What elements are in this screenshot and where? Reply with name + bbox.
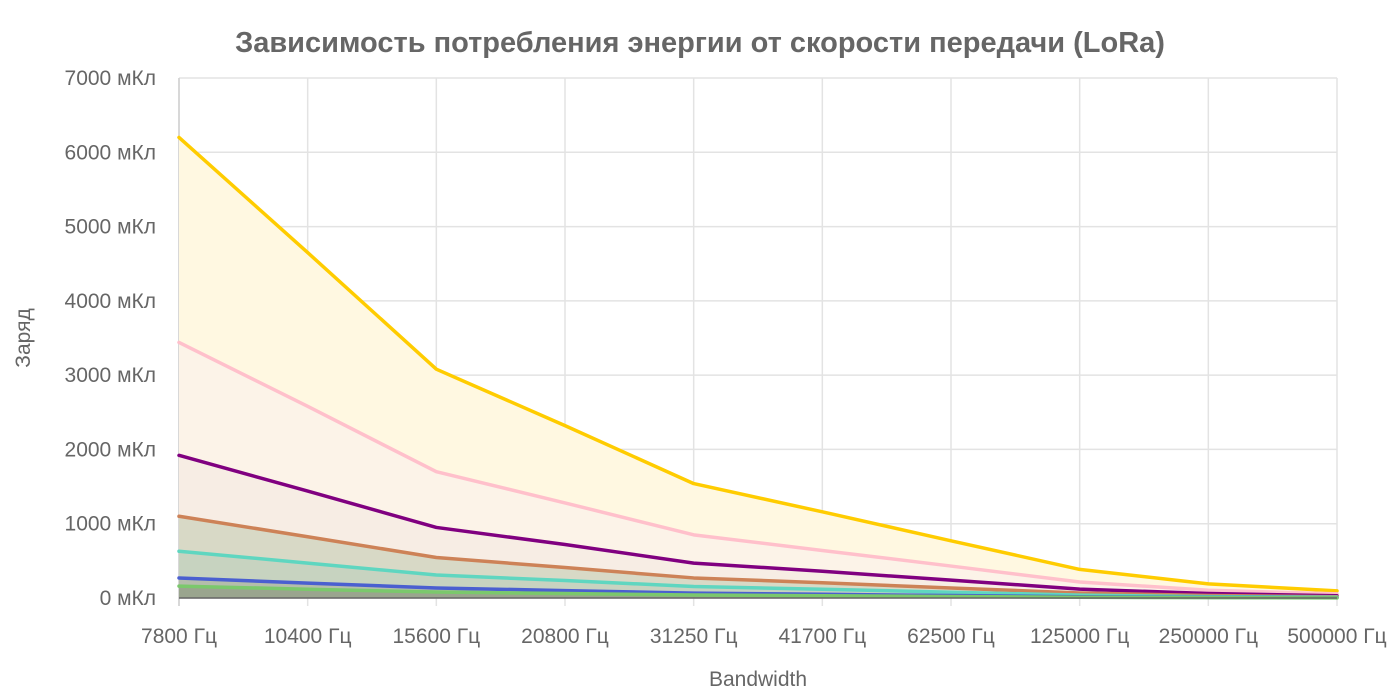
y-tick-label: 0 мКл xyxy=(100,587,156,610)
x-tick-label: 20800 Гц xyxy=(521,625,609,648)
x-tick-label: 7800 Гц xyxy=(141,625,217,648)
y-tick-label: 6000 мКл xyxy=(65,141,156,164)
series-line-2 xyxy=(177,340,1339,596)
x-tick-label: 62500 Гц xyxy=(907,625,995,648)
y-tick-label: 5000 мКл xyxy=(65,216,156,239)
y-axis-label: Заряд xyxy=(12,308,35,367)
y-tick-label: 4000 мКл xyxy=(65,290,156,313)
series-line-3 xyxy=(177,453,1339,598)
series-areas xyxy=(179,137,1337,598)
series-lines xyxy=(177,135,1339,600)
series-area-7 xyxy=(179,586,1337,598)
y-tick-label: 7000 мКл xyxy=(65,67,156,90)
y-axis-ticks: 0 мКл 1000 мКл 2000 мКл 3000 мКл 4000 мКл 500… xyxy=(65,67,156,610)
y-tick-label: 2000 мКл xyxy=(65,438,156,461)
x-tick-label: 41700 Гц xyxy=(779,625,867,648)
y-tick-label: 1000 мКл xyxy=(65,513,156,536)
x-axis-label: Bandwidth xyxy=(709,668,807,691)
x-tick-label: 10400 Гц xyxy=(264,625,352,648)
x-tick-label: 500000 Гц xyxy=(1287,625,1386,648)
x-tick-label: 125000 Гц xyxy=(1030,625,1129,648)
x-tick-label: 31250 Гц xyxy=(650,625,738,648)
chart-title: Зависимость потребления энергии от скоро… xyxy=(235,27,1165,59)
x-tick-label: 250000 Гц xyxy=(1159,625,1258,648)
series-line-1 xyxy=(177,135,1339,593)
series-area-5 xyxy=(179,551,1337,598)
y-tick-label: 3000 мКл xyxy=(65,364,156,387)
x-axis-ticks: 7800 Гц 10400 Гц 15600 Гц 20800 Гц 31250 Гц 4… xyxy=(141,625,1387,648)
x-tick-label: 15600 Гц xyxy=(393,625,481,648)
